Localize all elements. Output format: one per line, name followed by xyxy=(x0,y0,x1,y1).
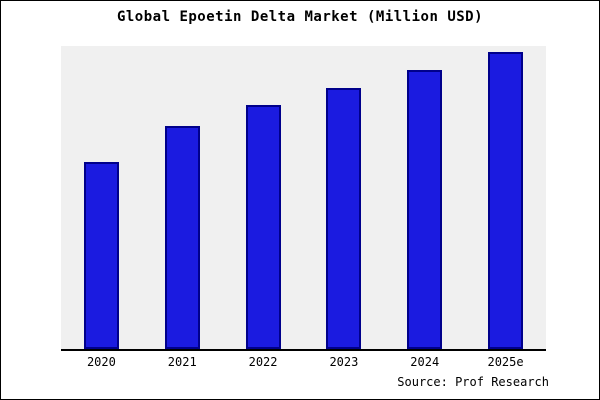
tick-label-2022: 2022 xyxy=(248,355,278,369)
bar-2024 xyxy=(407,69,443,349)
bars-container xyxy=(61,46,546,349)
bar-2023 xyxy=(326,87,362,349)
chart-title: Global Epoetin Delta Market (Million USD… xyxy=(116,9,484,25)
bar-2025e xyxy=(488,51,524,349)
tick-label-2024: 2024 xyxy=(410,355,440,369)
tick-label-2021: 2021 xyxy=(167,355,197,369)
tick-label-2020: 2020 xyxy=(86,355,116,369)
x-axis-labels: 2020 2021 2022 2023 2024 2025e xyxy=(61,355,546,369)
tick-label-2023: 2023 xyxy=(329,355,359,369)
bar-2021 xyxy=(164,126,200,349)
tick-label-2025e: 2025e xyxy=(487,355,524,369)
source-note: Source: Prof Research xyxy=(397,375,549,389)
bar-2020 xyxy=(83,161,119,349)
plot-area xyxy=(61,46,546,351)
bar-2022 xyxy=(245,105,281,349)
